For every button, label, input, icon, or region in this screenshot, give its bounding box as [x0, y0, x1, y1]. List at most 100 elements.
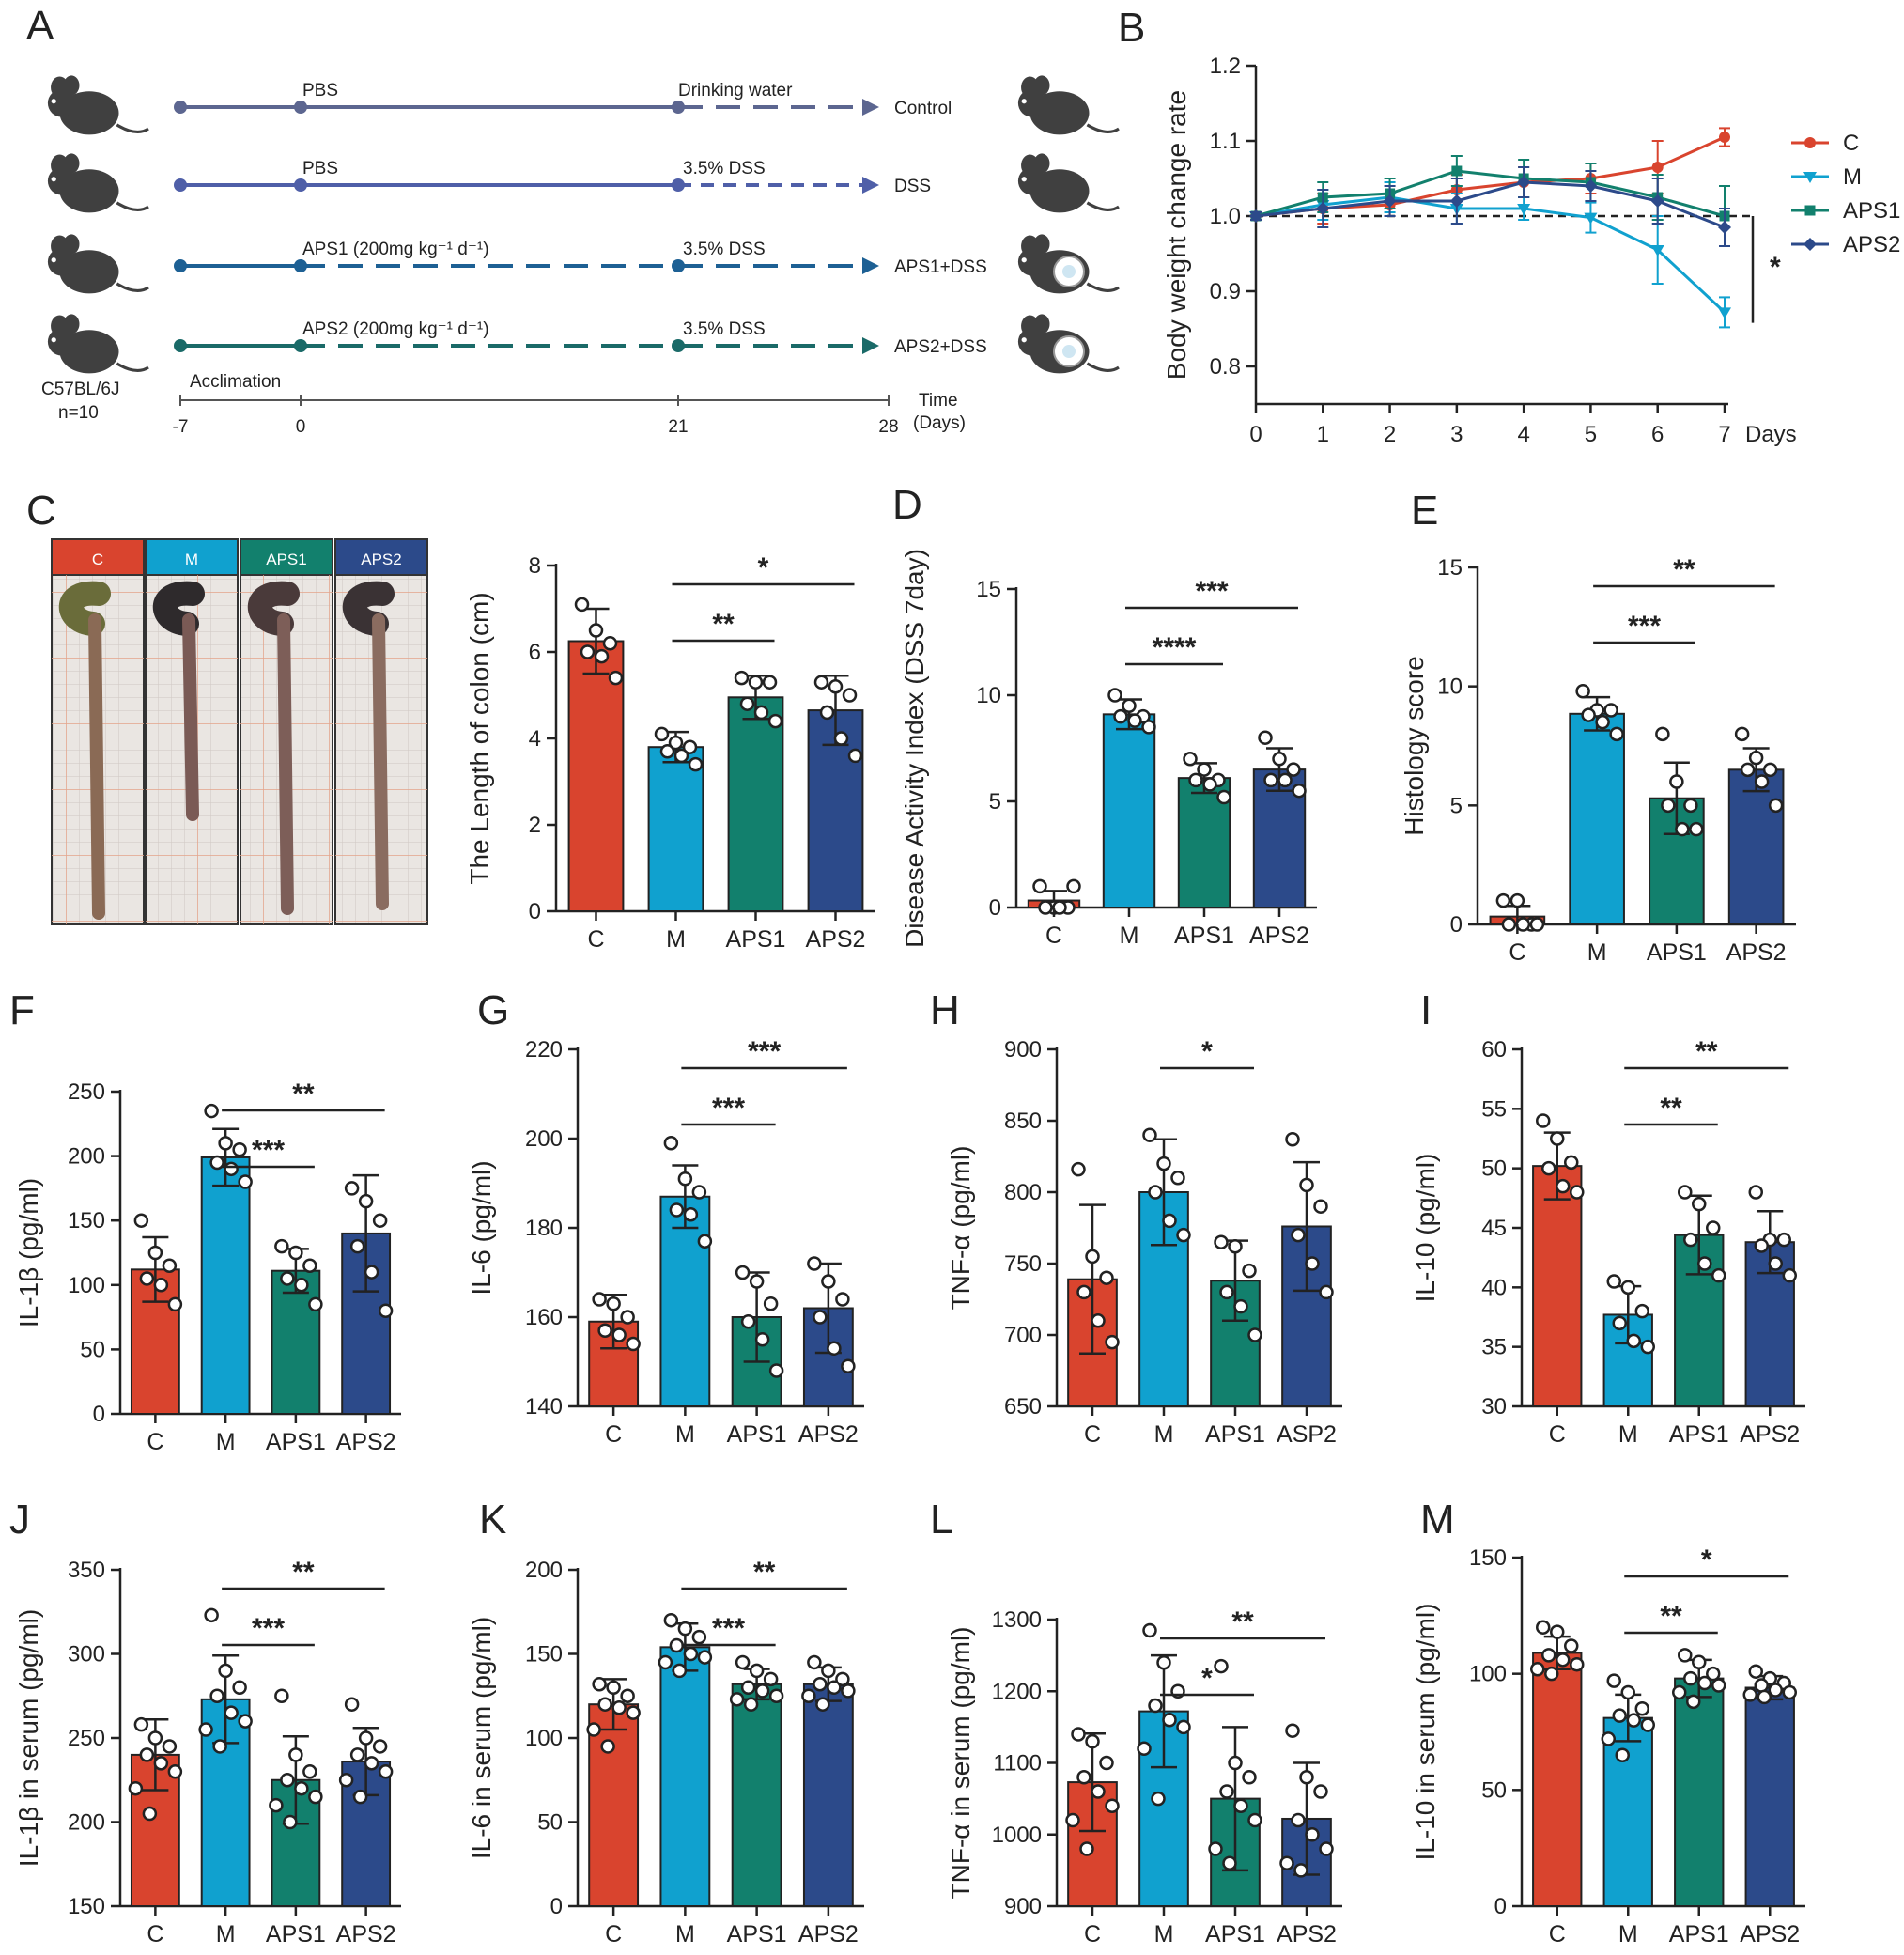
data-point [1293, 1863, 1308, 1878]
data-point [1292, 783, 1307, 799]
legend-label: APS2 [1843, 232, 1900, 257]
data-point [1530, 1661, 1545, 1677]
data-point [739, 696, 755, 711]
significance-label: ** [1660, 1601, 1682, 1632]
data-point [1247, 1327, 1262, 1342]
data-point [749, 1274, 765, 1289]
data-point [1091, 1784, 1106, 1799]
data-point [841, 1358, 856, 1373]
y-tick-label: 6 [529, 640, 541, 665]
y-tick-label: 650 [1004, 1394, 1042, 1420]
data-point [677, 1171, 693, 1187]
data-point [1222, 1855, 1237, 1870]
marker-triangle [1718, 307, 1731, 319]
data-point [602, 636, 618, 651]
data-point [204, 1607, 219, 1623]
data-point [1581, 707, 1596, 722]
data-point [352, 1789, 368, 1805]
y-tick-label: 0 [550, 1894, 563, 1919]
data-point [606, 1296, 621, 1311]
data-point [1242, 1770, 1257, 1785]
data-point [1107, 688, 1122, 703]
data-point [842, 688, 858, 703]
panel-label-c: C [26, 488, 56, 534]
y-tick-label: 45 [1481, 1216, 1507, 1241]
data-point [1233, 1298, 1248, 1314]
data-point [1689, 821, 1704, 837]
marker-diamond [1584, 179, 1598, 193]
data-point [1263, 772, 1278, 788]
timeline-tick-label: -7 [173, 417, 189, 437]
x-tick-label: 7 [1718, 422, 1730, 447]
y-tick-label: 50 [1481, 1777, 1507, 1803]
data-point [269, 1797, 284, 1813]
x-tick-label: M [1618, 1421, 1638, 1448]
data-point [1757, 1689, 1772, 1705]
data-point [1544, 1666, 1559, 1682]
x-tick-label: M [666, 926, 686, 953]
marker-diamond [1718, 221, 1731, 234]
data-point [1606, 1274, 1621, 1289]
data-point [1219, 1784, 1234, 1799]
data-point [841, 1683, 856, 1699]
mouse-icon [1016, 73, 1121, 136]
bar-c [1532, 1652, 1583, 1907]
y-tick-label: 15 [976, 577, 1001, 602]
y-tick-label: 50 [80, 1337, 105, 1362]
x-tick-label: 4 [1517, 422, 1529, 447]
photo-header-label: APS1 [266, 551, 306, 568]
marker-triangle [1584, 212, 1598, 225]
y-tick-label: 150 [68, 1894, 105, 1919]
x-tick-label: M [675, 1921, 695, 1947]
marker-square [1804, 205, 1816, 216]
marker-diamond [1383, 194, 1397, 208]
data-point [588, 623, 604, 638]
data-point [1151, 1791, 1166, 1807]
photo-strip-m: M [145, 538, 239, 925]
data-point [1071, 1727, 1086, 1742]
significance-label: **** [1153, 632, 1197, 663]
series-line [1255, 180, 1726, 229]
data-point [1556, 1178, 1571, 1194]
data-point [620, 1310, 635, 1325]
data-point [668, 735, 684, 751]
y-tick-label: 35 [1481, 1335, 1507, 1360]
data-point [1768, 798, 1784, 814]
bar-aps1 [731, 1683, 782, 1907]
data-point [580, 644, 596, 659]
data-point [813, 1310, 828, 1325]
y-tick-label: 1000 [992, 1823, 1042, 1848]
data-point [1672, 1684, 1687, 1700]
y-tick-label: 100 [1469, 1662, 1507, 1687]
x-tick-label: APS1 [266, 1921, 326, 1947]
photo-header [240, 538, 333, 576]
y-tick-label: 50 [1481, 1156, 1507, 1182]
panel-label-h: H [930, 987, 960, 1033]
data-point [1541, 1648, 1556, 1663]
mouse-icon [46, 312, 150, 375]
data-point [594, 648, 610, 664]
data-point [574, 597, 590, 613]
timepoint-dot [174, 259, 187, 272]
photo-header [334, 538, 428, 576]
data-point [1748, 1185, 1763, 1200]
timeline-tick-label: 28 [878, 417, 898, 437]
strain-label: C57BL/6J [41, 380, 119, 399]
colon-tissue [277, 613, 294, 915]
data-point [620, 1688, 635, 1703]
y-tick-label: 180 [525, 1216, 563, 1241]
data-point [204, 1103, 219, 1119]
data-point [1615, 1747, 1630, 1762]
data-point [740, 1680, 756, 1696]
data-point [1137, 1741, 1152, 1756]
data-point [833, 731, 849, 746]
arrow-icon [862, 257, 879, 274]
data-point [349, 1747, 365, 1762]
data-point [600, 1739, 615, 1754]
data-point [677, 1621, 693, 1637]
data-point [835, 1671, 850, 1687]
panel-label-j: J [9, 1497, 30, 1543]
data-point [1683, 798, 1698, 814]
data-point [1669, 774, 1684, 789]
